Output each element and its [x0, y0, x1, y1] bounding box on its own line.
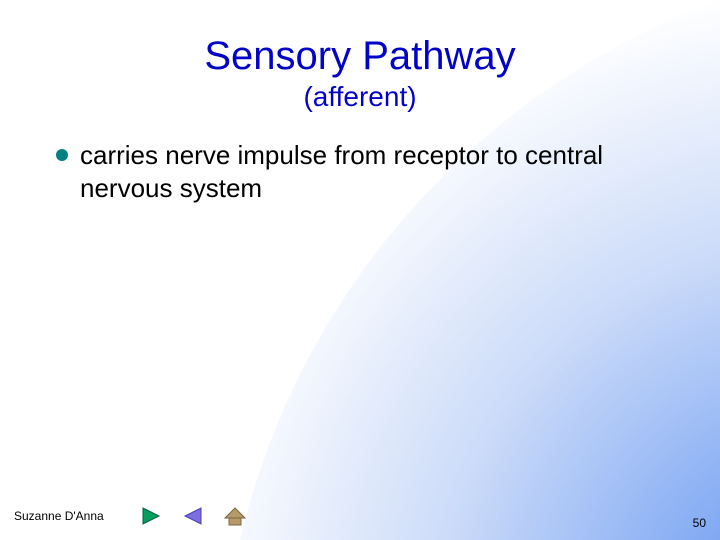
- triangle-right-icon: [140, 505, 162, 527]
- bullet-text: carries nerve impulse from receptor to c…: [80, 139, 670, 204]
- triangle-left-icon: [182, 505, 204, 527]
- list-item: carries nerve impulse from receptor to c…: [56, 139, 670, 204]
- slide-body: Sensory Pathway (afferent) carries nerve…: [0, 0, 720, 540]
- next-slide-button[interactable]: [140, 505, 162, 527]
- home-button[interactable]: [224, 505, 246, 527]
- footer-author: Suzanne D'Anna: [14, 509, 104, 523]
- home-up-icon: [224, 505, 246, 527]
- page-number: 50: [693, 516, 706, 530]
- slide-footer: Suzanne D'Anna 50: [0, 502, 720, 530]
- slide-subtitle: (afferent): [50, 81, 670, 113]
- slide-title: Sensory Pathway: [50, 34, 670, 79]
- bullet-dot-icon: [56, 149, 68, 161]
- nav-controls: [140, 505, 246, 527]
- previous-slide-button[interactable]: [182, 505, 204, 527]
- bullet-list: carries nerve impulse from receptor to c…: [50, 139, 670, 204]
